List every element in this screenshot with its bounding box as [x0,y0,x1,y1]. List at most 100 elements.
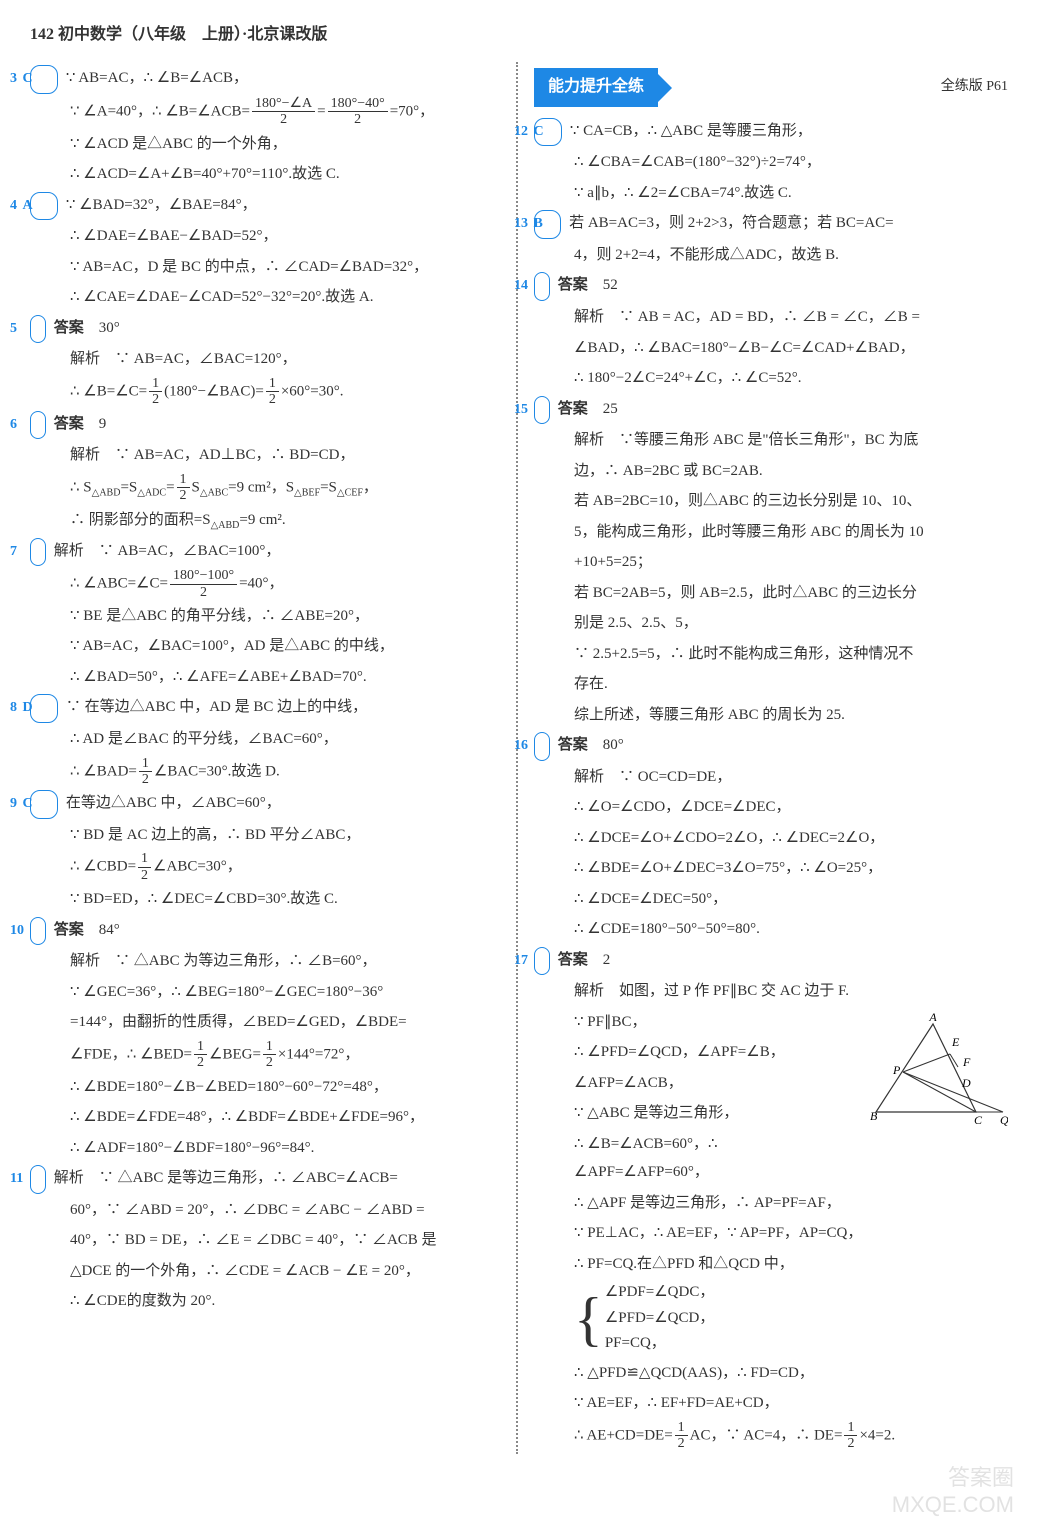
watermark: 答案圈 MXQE.COM [892,1465,1014,1518]
solution-line: {∠PDF=∠QDC，∠PFD=∠QCD，PF=CQ， [534,1280,1008,1357]
question-number: 5 [30,315,46,344]
solution-line: ∵ PE⊥AC，∴ AE=EF，∵ AP=PF，AP=CQ， [534,1219,1008,1248]
question-number: 7 [30,538,46,567]
svg-text:Q: Q [1000,1113,1008,1127]
solution-line: ∴ ∠ABC=∠C=180°−100°2=40°， [30,568,504,600]
question-number: 6 [30,411,46,440]
solution-line: 12 C ∵ CA=CB，∴ △ABC 是等腰三角形， [534,117,1008,147]
solution-line: ∴ ∠BAD=50°，∴ ∠AFE=∠ABE+∠BAD=70°. [30,663,504,692]
solution-line: ∴ ∠BDE=∠FDE=48°，∴ ∠BDF=∠BDE+∠FDE=96°， [30,1103,504,1132]
solution-line: 解析 ∵ AB=AC，AD⊥BC，∴ BD=CD， [30,441,504,470]
solution-line: ∴ ∠DCE=∠O+∠CDO=2∠O，∴ ∠DEC=2∠O， [534,824,1008,853]
solution-line: ∵ ∠ACD 是△ABC 的一个外角， [30,130,504,159]
solution-line: ∵ ∠A=40°，∴ ∠B=∠ACB=180°−∠A2=180°−40°2=70… [30,96,504,128]
svg-text:E: E [951,1035,960,1049]
svg-text:P: P [892,1063,901,1077]
banner-page-ref: 全练版 P61 [941,74,1008,101]
solution-line: ∴ ∠ACD=∠A+∠B=40°+70°=110°.故选 C. [30,160,504,189]
solution-line: 4，则 2+2=4，不能形成△ADC，故选 B. [534,241,1008,270]
banner-title: 能力提升全练 [534,68,658,106]
page-header: 142 初中数学（八年级 上册）·北京课改版 [30,20,1008,50]
solution-line: ∴ 180°−2∠C=24°+∠C，∴ ∠C=52°. [534,364,1008,393]
solution-line: ∴ ∠BDE=180°−∠B−∠BED=180°−60°−72°=48°， [30,1073,504,1102]
solution-line: ∴ ∠DCE=∠DEC=50°， [534,885,1008,914]
solution-line: ∴ △PFD≌△QCD(AAS)，∴ FD=CD， [534,1359,1008,1388]
answer-line: 14 答案 52 [534,271,1008,301]
solution-line: 60°，∵ ∠ABD = 20°，∴ ∠DBC = ∠ABC − ∠ABD = [30,1196,504,1225]
solution-line: ∴ ∠CBD=12∠ABC=30°， [30,851,504,883]
question-number: 14 [534,272,550,301]
solution-line: ∵ BD 是 AC 边上的高，∴ BD 平分∠ABC， [30,821,504,850]
answer-line: 10 答案 84° [30,916,504,946]
geometry-diagram: ABCPEFDQ [858,1012,1008,1143]
answer-line: 5 答案 30° [30,314,504,344]
solution-line: ∵ AB=AC，D 是 BC 的中点，∴ ∠CAD=∠BAD=32°， [30,253,504,282]
section-banner: 能力提升全练 全练版 P61 [534,68,1008,106]
solution-line: 解析 ∵ AB=AC，∠BAC=120°， [30,345,504,374]
question-number: 17 [534,947,550,976]
solution-line: ∵ ∠GEC=36°，∴ ∠BEG=180°−∠GEC=180°−36° [30,978,504,1007]
solution-line: ∵ 2.5+2.5=5，∴ 此时不能构成三角形，这种情况不 [534,640,1008,669]
solution-line: ∴ PF=CQ.在△PFD 和△QCD 中， [534,1250,1008,1279]
question-number: 3 C [30,65,58,94]
solution-line: 解析 ∵ OC=CD=DE， [534,763,1008,792]
solution-line: ∴ ∠O=∠CDO，∠DCE=∠DEC， [534,793,1008,822]
solution-line: ∴ ∠ADF=180°−∠BDF=180°−96°=84°. [30,1134,504,1163]
solution-line: ∵ BE 是△ABC 的角平分线，∴ ∠ABE=20°， [30,602,504,631]
svg-text:D: D [961,1076,971,1090]
columns: 3 C ∵ AB=AC，∴ ∠B=∠ACB，∵ ∠A=40°，∴ ∠B=∠ACB… [30,62,1008,1453]
solution-line: ∠FDE，∴ ∠BED=12∠BEG=12×144°=72°， [30,1039,504,1071]
svg-text:C: C [974,1113,983,1127]
solution-line: 5，能构成三角形，此时等腰三角形 ABC 的周长为 10 [534,518,1008,547]
solution-line: ∴ ∠DAE=∠BAE−∠BAD=52°， [30,222,504,251]
solution-line: ∴ ∠CDE=180°−50°−50°=80°. [534,915,1008,944]
solution-line: 解析 ∵ △ABC 为等边三角形，∴ ∠B=60°， [30,947,504,976]
solution-line: 存在. [534,670,1008,699]
answer-line: 16 答案 80° [534,731,1008,761]
solution-line: ∴ ∠BAD=12∠BAC=30°.故选 D. [30,756,504,788]
solution-line: ∠BAD，∴ ∠BAC=180°−∠B−∠C=∠CAD+∠BAD， [534,334,1008,363]
watermark-line1: 答案圈 [892,1465,1014,1491]
answer-line: 15 答案 25 [534,395,1008,425]
solution-line: ∴ ∠CDE的度数为 20°. [30,1287,504,1316]
question-number: 10 [30,917,46,946]
solution-line: ∴ AE+CD=DE=12AC，∵ AC=4，∴ DE=12×4=2. [534,1420,1008,1452]
answer-line: 17 答案 2 [534,946,1008,976]
solution-line: ∵ AB=AC，∠BAC=100°，AD 是△ABC 的中线， [30,632,504,661]
solution-line: 若 BC=2AB=5，则 AB=2.5，此时△ABC 的三边长分 [534,579,1008,608]
answer-line: 6 答案 9 [30,410,504,440]
solution-line: 解析 如图，过 P 作 PF∥BC 交 AC 边于 F. [534,977,1008,1006]
svg-text:F: F [962,1055,971,1069]
solution-line: 8 D ∵ 在等边△ABC 中，AD 是 BC 边上的中线， [30,693,504,723]
question-number: 13 B [534,210,561,239]
question-number: 8 D [30,694,58,723]
solution-line: 4 A ∵ ∠BAD=32°，∠BAE=84°， [30,191,504,221]
solution-line: 解析 ∵ AB = AC，AD = BD，∴ ∠B = ∠C，∠B = [534,303,1008,332]
solution-line: ∵ a∥b，∴ ∠2=∠CBA=74°.故选 C. [534,179,1008,208]
question-number: 4 A [30,192,58,221]
solution-line: ∵ BD=ED，∴ ∠DEC=∠CBD=30°.故选 C. [30,885,504,914]
banner-arrow-icon [658,74,672,102]
solution-line: 别是 2.5、2.5、5， [534,609,1008,638]
right-column: 能力提升全练 全练版 P61 12 C ∵ CA=CB，∴ △ABC 是等腰三角… [534,62,1008,1453]
solution-line: ∴ ∠B=∠C=12(180°−∠BAC)=12×60°=30°. [30,376,504,408]
question-number: 15 [534,396,550,425]
left-column: 3 C ∵ AB=AC，∴ ∠B=∠ACB，∵ ∠A=40°，∴ ∠B=∠ACB… [30,62,518,1453]
solution-line: 解析 ∵等腰三角形 ABC 是"倍长三角形"，BC 为底 [534,426,1008,455]
svg-text:B: B [870,1109,878,1123]
question-number: 9 C [30,790,58,819]
solution-line: 9 C 在等边△ABC 中，∠ABC=60°， [30,789,504,819]
solution-line: 11 解析 ∵ △ABC 是等边三角形，∴ ∠ABC=∠ACB= [30,1164,504,1194]
watermark-line2: MXQE.COM [892,1492,1014,1518]
solution-line: =144°，由翻折的性质得，∠BED=∠GED，∠BDE= [30,1008,504,1037]
solution-line: ∴ ∠BDE=∠O+∠DEC=3∠O=75°，∴ ∠O=25°， [534,854,1008,883]
solution-line: △DCE 的一个外角，∴ ∠CDE = ∠ACB − ∠E = 20°， [30,1257,504,1286]
solution-line: 综上所述，等腰三角形 ABC 的周长为 25. [534,701,1008,730]
solution-line: 7 解析 ∵ AB=AC，∠BAC=100°， [30,537,504,567]
solution-line: 边，∴ AB=2BC 或 BC=2AB. [534,457,1008,486]
solution-line: ∴ S△ABD=S△ADC=12S△ABC=9 cm²，S△BEF=S△CEF， [30,472,504,504]
solution-line: ∴ ∠CBA=∠CAB=(180°−32°)÷2=74°， [534,148,1008,177]
solution-line: ∴ 阴影部分的面积=S△ABD=9 cm². [30,506,504,535]
question-number: 11 [30,1165,46,1194]
solution-line: ∴ ∠CAE=∠DAE−∠CAD=52°−32°=20°.故选 A. [30,283,504,312]
